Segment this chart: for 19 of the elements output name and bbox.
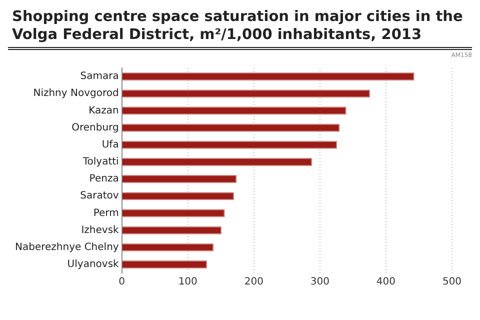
x-tick-label: 300 bbox=[310, 276, 330, 288]
x-tick-label: 500 bbox=[442, 276, 462, 288]
y-tick-label: Samara bbox=[80, 71, 119, 82]
y-tick-label: Kazan bbox=[88, 105, 119, 116]
y-tick-label: Tolyatti bbox=[82, 156, 119, 168]
x-tick-label: 0 bbox=[118, 276, 126, 288]
x-tick-label: 100 bbox=[178, 276, 198, 288]
x-tick-label: 200 bbox=[244, 276, 264, 288]
y-tick-label: Ulyanovsk bbox=[67, 259, 120, 270]
y-tick-label: Saratov bbox=[80, 190, 119, 202]
x-tick-label: 400 bbox=[376, 276, 396, 288]
chart-title: Shopping centre space saturation in major cities in the Volga Federal District, m²/1,000 inhabitants, 2013 bbox=[11, 8, 464, 44]
y-tick-label: Nizhny Novgorod bbox=[33, 88, 119, 100]
y-tick-label: Penza bbox=[89, 174, 119, 185]
y-tick-label: Ufa bbox=[102, 139, 119, 150]
y-tick-label: Perm bbox=[93, 208, 119, 219]
y-tick-label: Izhevsk bbox=[81, 224, 120, 236]
y-tick-label: Orenburg bbox=[72, 122, 119, 134]
y-tick-label: Naberezhnye Chelny bbox=[14, 242, 119, 253]
